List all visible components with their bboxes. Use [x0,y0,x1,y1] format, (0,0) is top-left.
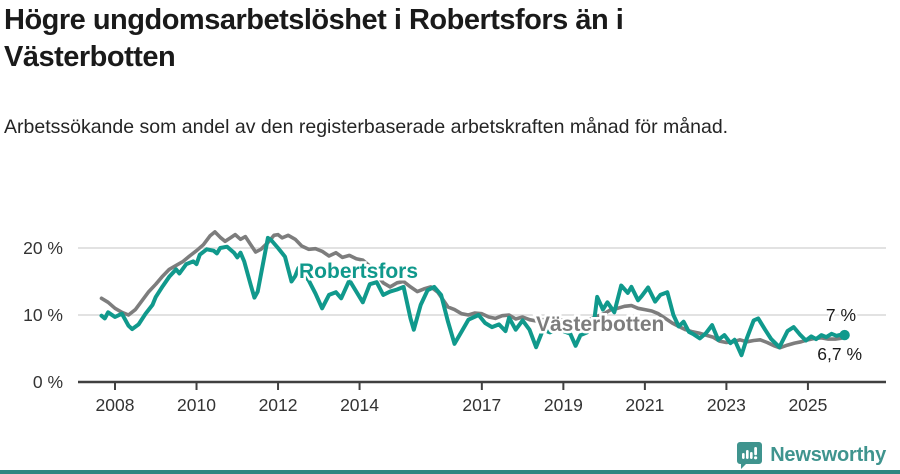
end-label-robertsfors: 7 % [826,305,856,325]
chart-labels: Robertsfors Västerbotten 7 % 6,7 % [297,258,865,367]
gridlines: 0 % 10 % 20 % [23,238,886,392]
page-subtitle: Arbetssökande som andel av den registerb… [4,116,729,138]
series-lines [99,230,850,358]
newsworthy-brand-text: Newsworthy [770,443,886,466]
series-line-robertsfors [99,235,847,358]
page-title: Högre ungdomsarbetslöshet i Robertsfors … [4,4,624,73]
y-tick-label: 20 % [23,238,63,258]
x-axis: 2008 2010 2012 2014 2017 2019 2021 2023 2025 [78,380,886,415]
x-tick-label: 2021 [625,395,664,415]
x-tick-label: 2014 [340,395,379,415]
end-label-vasterbotten: 6,7 % [817,344,862,364]
newsworthy-logo-icon [737,442,763,469]
x-tick-label: 2010 [177,395,216,415]
y-tick-label: 10 % [23,305,63,325]
newsworthy-brand: Newsworthy [736,441,886,469]
speech-bubble-shape [737,442,763,469]
bottom-accent-bar [0,470,900,474]
x-tick-label: 2023 [707,395,746,415]
x-tick-label: 2012 [259,395,298,415]
x-tick-label: 2017 [462,395,501,415]
series-label-robertsfors: Robertsfors [299,260,418,283]
x-tick-label: 2025 [788,395,827,415]
x-tick-label: 2019 [544,395,583,415]
y-tick-label: 0 % [33,372,63,392]
series-label-vasterbotten: Västerbotten [536,313,664,336]
series-endpoint-dot [839,329,850,341]
x-tick-label: 2008 [96,395,135,415]
